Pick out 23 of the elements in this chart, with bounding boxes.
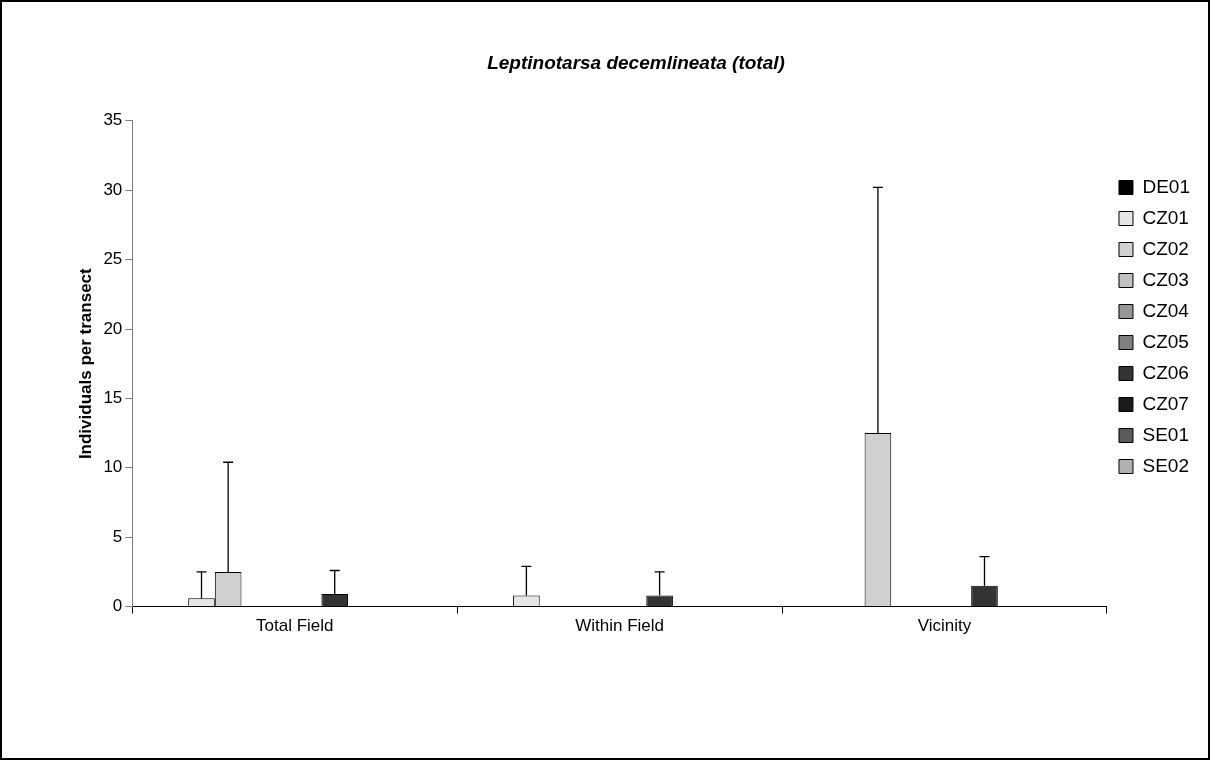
legend-label: CZ04 <box>1142 299 1190 321</box>
legend-label: CZ06 <box>1142 361 1189 383</box>
chart-title: Leptinotarsa decemlineata (total) <box>487 51 785 73</box>
legend-label: CZ01 <box>1142 206 1189 228</box>
y-tick-label: 10 <box>103 457 123 477</box>
legend-label: CZ02 <box>1142 237 1189 259</box>
y-tick-label: 30 <box>103 179 123 199</box>
legend-label: CZ03 <box>1142 268 1189 290</box>
legend-label: SE01 <box>1142 423 1189 445</box>
x-tick-label: Total Field <box>256 616 334 636</box>
y-tick-label: 35 <box>103 110 123 130</box>
legend-label: DE01 <box>1142 175 1190 197</box>
legend-label: CZ07 <box>1142 392 1189 414</box>
y-axis-title: Individuals per transect <box>75 267 95 460</box>
y-tick-label: 25 <box>103 249 123 269</box>
y-tick-label: 15 <box>103 388 123 408</box>
y-tick-label: 5 <box>112 526 123 546</box>
legend-label: CZ05 <box>1142 330 1189 352</box>
x-tick-label: Vicinity <box>917 616 972 636</box>
legend-label: SE02 <box>1142 454 1189 476</box>
x-tick-label: Within Field <box>575 616 665 636</box>
y-tick-label: 0 <box>112 596 123 616</box>
y-tick-label: 20 <box>103 318 123 338</box>
